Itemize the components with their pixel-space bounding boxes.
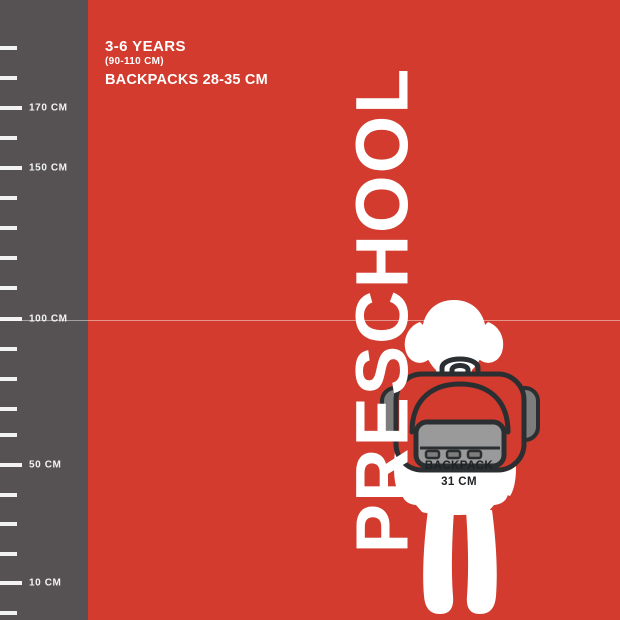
- ruler-tick-minor: [0, 611, 17, 615]
- ruler-tick-minor: [0, 226, 17, 230]
- ruler-tick-minor: [0, 552, 17, 556]
- ruler-tick-label: 150 CM: [29, 162, 68, 174]
- ruler-tick-minor: [0, 196, 17, 200]
- ruler-tick-minor: [0, 256, 17, 260]
- ruler-tick-major: [0, 106, 22, 110]
- ruler-tick-label: 170 CM: [29, 102, 68, 114]
- ruler-tick-minor: [0, 493, 17, 497]
- ruler-tick-minor: [0, 46, 17, 50]
- ruler-tick-label: 10 CM: [29, 577, 62, 589]
- height-guide-line: [0, 320, 620, 321]
- ruler-tick-minor: [0, 347, 17, 351]
- backpack-size-caption: BACKPACK 31 CM: [400, 459, 518, 490]
- ruler-tick-major: [0, 166, 22, 170]
- header-text-block: 3-6 YEARS (90-110 CM) BACKPACKS 28-35 CM: [105, 38, 268, 90]
- ruler-tick-minor: [0, 522, 17, 526]
- ruler-tick-major: [0, 463, 22, 467]
- ruler-tick-minor: [0, 407, 17, 411]
- child-silhouette-illustration: [360, 300, 560, 620]
- backpack-caption-line2: 31 CM: [441, 475, 477, 488]
- ruler-tick-label: 100 CM: [29, 313, 68, 325]
- height-ruler: 170 CM 150 CM 100 CM 50 CM 10 CM: [0, 0, 88, 620]
- ruler-tick-minor: [0, 377, 17, 381]
- ruler-tick-label: 50 CM: [29, 459, 62, 471]
- ruler-tick-minor: [0, 433, 17, 437]
- ruler-tick-major: [0, 317, 22, 321]
- ruler-tick-minor: [0, 136, 17, 140]
- ruler-tick-minor: [0, 286, 17, 290]
- backpack-range-label: BACKPACKS 28-35 CM: [105, 71, 268, 88]
- backpack-illustration: [380, 356, 540, 473]
- age-range-label: 3-6 YEARS: [105, 38, 186, 55]
- backpack-caption-line1: BACKPACK: [424, 460, 494, 472]
- ruler-tick-minor: [0, 76, 17, 80]
- height-range-label: (90-110 CM): [105, 56, 164, 68]
- ruler-tick-major: [0, 581, 22, 585]
